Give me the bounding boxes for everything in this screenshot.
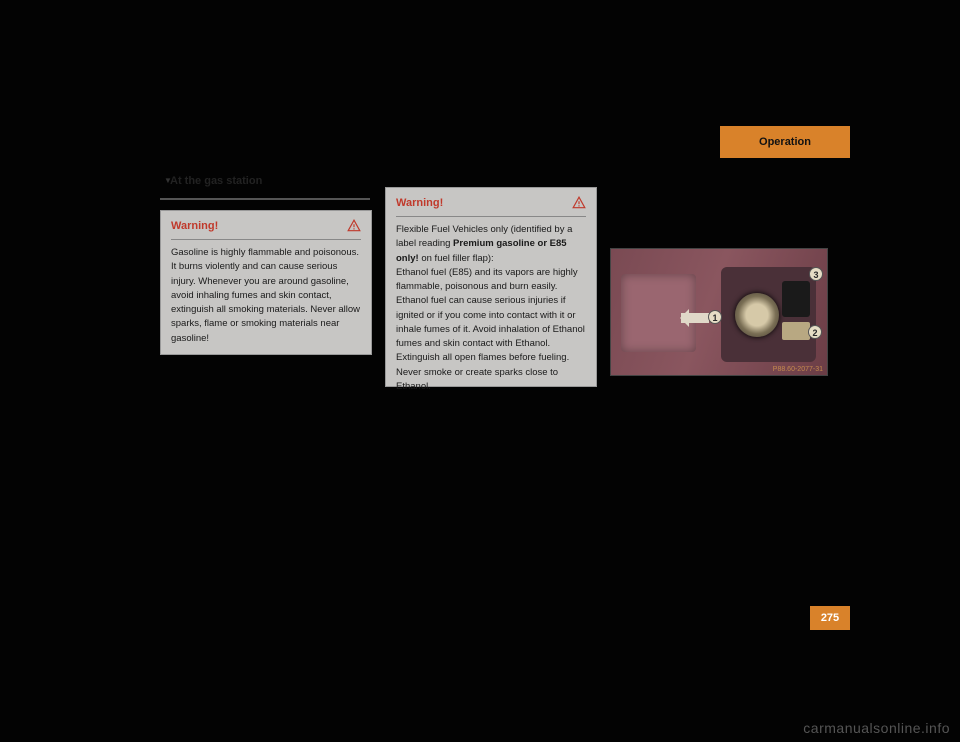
arrow-icon: [681, 313, 709, 323]
fuel-filler-figure: 1 2 3 P88.60-2077-31: [610, 248, 828, 376]
manual-page: Operation ▼ At the gas station Warning! …: [110, 70, 850, 670]
figure-code: P88.60-2077-31: [773, 366, 823, 373]
watermark: carmanualsonline.info: [803, 720, 950, 736]
page-number: 275: [810, 606, 850, 630]
cap-holder: [782, 281, 810, 317]
warning-body: Flexible Fuel Vehicles only (identified …: [396, 223, 586, 394]
warning-title: Warning!: [171, 220, 218, 232]
tire-label: [782, 322, 810, 340]
fuel-cap-recess: [721, 267, 816, 362]
warning-title: Warning!: [396, 197, 443, 209]
warning-box-ethanol: Warning! Flexible Fuel Vehicles only (id…: [385, 187, 597, 387]
divider: [160, 198, 370, 200]
warning-body: Gasoline is highly flammable and poisono…: [171, 246, 361, 346]
warning-icon: [572, 196, 586, 210]
section-header: Operation: [720, 126, 850, 158]
callout-2: 2: [808, 325, 822, 339]
callout-3: 3: [809, 267, 823, 281]
warning-body-post: on fuel filler flap): Ethanol fuel (E85)…: [396, 253, 585, 392]
fuel-cap: [735, 293, 779, 337]
warning-heading: Warning!: [171, 219, 361, 240]
section-title: At the gas station: [170, 175, 262, 187]
callout-1: 1: [708, 310, 722, 324]
warning-box-gasoline: Warning! Gasoline is highly flammable an…: [160, 210, 372, 355]
warning-heading: Warning!: [396, 196, 586, 217]
warning-icon: [347, 219, 361, 233]
